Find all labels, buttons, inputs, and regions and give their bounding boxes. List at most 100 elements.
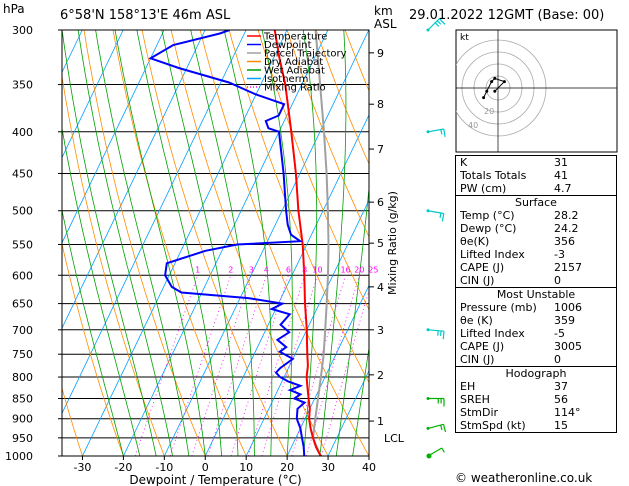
datetime-title: 29.01.2022 12GMT (Base: 00) <box>409 8 605 23</box>
wind-barb-flag <box>443 128 446 137</box>
x-tick-label: 30 <box>321 461 335 474</box>
table-row: K 31 <box>460 156 568 169</box>
mixing-ratio-label: 8 <box>302 265 307 274</box>
wet-adiabat-line <box>77 30 173 456</box>
legend-label: Dewpoint <box>264 40 312 51</box>
mixing-ratio-label: 16 <box>340 265 350 274</box>
wind-barb-base <box>426 328 430 332</box>
table-row: EH 37 <box>460 380 568 393</box>
wind-barb-base <box>426 209 430 213</box>
wind-barb-base <box>426 28 430 32</box>
km-tick-label: 6 <box>377 196 384 209</box>
table-row: Temp (°C) 28.2 <box>460 209 579 222</box>
dry-adiabat-line <box>62 74 165 456</box>
isotherm-line <box>245 199 369 456</box>
wind-barb-flag <box>442 424 447 433</box>
wet-adiabat-line <box>261 30 293 456</box>
dry-adiabat-line <box>315 30 369 165</box>
wind-barb-base <box>426 426 430 430</box>
table-row: Dewp (°C) 24.2 <box>460 222 579 235</box>
mixing-ratio-line <box>169 275 232 456</box>
table-row: StmSpd (kt) 15 <box>460 419 568 432</box>
surface-wind-dot <box>426 453 432 459</box>
legend-label: Dry Adiabat <box>264 57 323 68</box>
dry-adiabat-line <box>286 30 369 238</box>
pressure-tick-label: 950 <box>12 432 33 445</box>
x-tick-label: 40 <box>362 461 376 474</box>
table-row: SREH 56 <box>460 393 568 406</box>
wet-adiabat-line <box>95 30 190 456</box>
pressure-unit-label: hPa <box>3 2 25 16</box>
table-row: StmDir 114° <box>460 406 581 419</box>
dry-adiabat-line <box>62 386 83 456</box>
x-tick-label: 10 <box>239 461 253 474</box>
hodograph-frame <box>455 29 618 153</box>
dry-adiabat-line <box>199 30 369 456</box>
hodograph-section-title: Hodograph <box>456 366 616 380</box>
lcl-label: LCL <box>384 432 405 445</box>
pressure-tick-label: 650 <box>12 298 33 311</box>
wind-barb-flag <box>438 18 446 25</box>
wind-barb-staff <box>427 329 444 332</box>
isotherm-line <box>62 30 247 415</box>
wind-barb-flag <box>440 129 443 135</box>
table-row: θe (K) 359 <box>460 314 575 327</box>
wet-adiabat-line <box>114 30 206 456</box>
km-unit-label: km <box>374 4 393 18</box>
legend-label: Temperature <box>263 32 327 43</box>
wet-adiabat-line <box>223 30 273 456</box>
mixing-ratio-line <box>134 275 199 456</box>
wind-barb-base <box>426 130 430 134</box>
asl-label: ASL <box>374 17 397 31</box>
wet-adiabat-line <box>352 345 369 456</box>
isotherm-line <box>62 30 124 159</box>
mixing-ratio-label: 6 <box>286 265 291 274</box>
mixing-ratio-label: 1 <box>195 265 200 274</box>
hodograph-point <box>502 80 506 84</box>
pressure-tick-label: 800 <box>12 371 33 384</box>
mixing-ratio-axis-label: Mixing Ratio (g/kg) <box>386 191 399 295</box>
pressure-tick-label: 600 <box>12 269 33 282</box>
table-row: θe(K) 356 <box>460 235 575 248</box>
dry-adiabat-line <box>228 30 369 384</box>
copyright-footer: © weatheronline.co.uk <box>455 471 593 485</box>
pressure-tick-label: 400 <box>12 126 33 139</box>
wet-adiabat-line <box>302 30 318 456</box>
hodograph-point <box>493 89 497 93</box>
isotherm-line <box>204 113 369 456</box>
hodograph-point <box>482 96 486 100</box>
hodograph-ring-label: 40 <box>468 121 478 130</box>
hodograph-ring-label: 20 <box>484 107 494 116</box>
location-title: 6°58'N 158°13'E 46m ASL <box>60 8 231 23</box>
temperature-line <box>273 30 322 456</box>
table-row: Lifted Index -3 <box>460 248 565 261</box>
x-tick-label: -20 <box>114 461 132 474</box>
mixing-ratio-label: 10 <box>312 265 322 274</box>
table-row: PW (cm) 4.7 <box>460 182 572 195</box>
table-row: CIN (J) 0 <box>460 353 561 366</box>
x-tick-label: -10 <box>155 461 173 474</box>
isotherm-line <box>327 369 369 456</box>
isotherm-line <box>286 284 369 456</box>
mixing-ratio-label: 2 <box>228 265 233 274</box>
wind-barb-flag <box>442 331 445 340</box>
mixing-ratio-line <box>191 275 252 456</box>
wind-barb-base <box>426 396 430 400</box>
most-unstable-section-title: Most Unstable <box>456 287 616 301</box>
wet-adiabat-line <box>62 126 141 456</box>
x-tick-label: 20 <box>280 461 294 474</box>
km-tick-label: 3 <box>377 324 384 337</box>
table-row: CAPE (J) 2157 <box>460 261 582 274</box>
table-row: Totals Totals 41 <box>460 169 568 182</box>
hodograph-point <box>485 89 489 93</box>
pressure-tick-label: 900 <box>12 413 33 426</box>
pressure-tick-label: 850 <box>12 392 33 405</box>
legend-label: Isotherm <box>264 74 308 85</box>
km-tick-label: 7 <box>377 143 384 156</box>
wet-adiabat-line <box>335 185 369 456</box>
wet-adiabat-line <box>319 30 347 456</box>
km-tick-label: 1 <box>377 415 384 428</box>
dry-adiabat-line <box>83 30 206 456</box>
hodograph-plot <box>456 30 617 152</box>
